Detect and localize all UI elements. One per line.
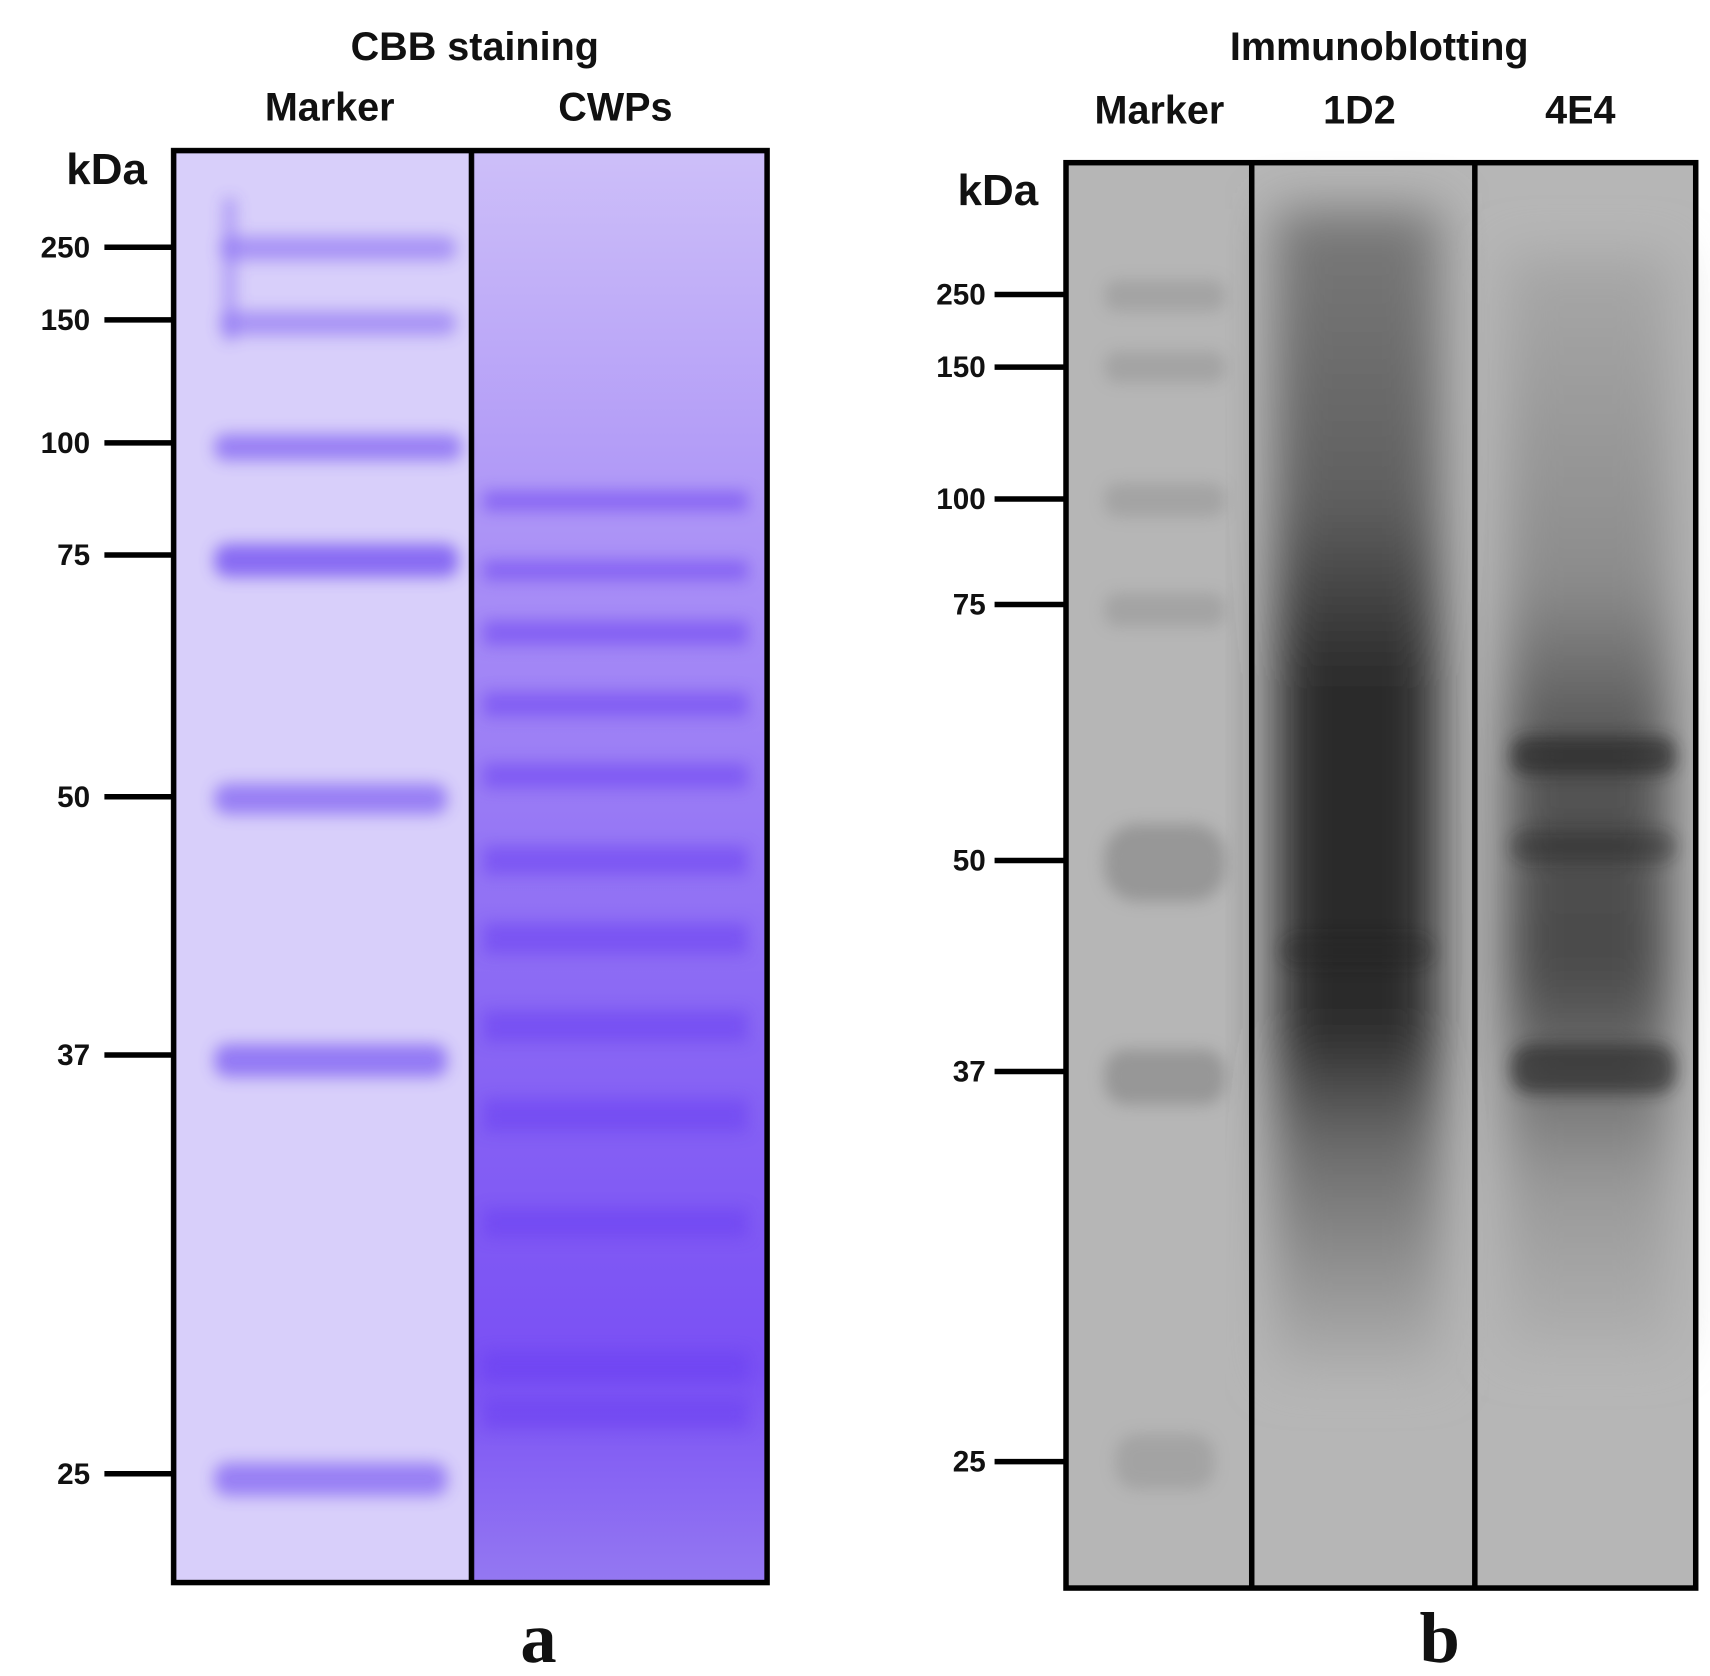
marker-label: 250	[41, 231, 90, 264]
gel-a	[170, 147, 770, 1586]
marker-label: 150	[41, 304, 90, 337]
marker-label: 250	[936, 279, 985, 312]
panel-title: CBB staining	[351, 25, 599, 69]
lane-label: Marker	[1095, 89, 1225, 133]
marker-label: 37	[953, 1056, 986, 1089]
marker-label: 37	[57, 1039, 90, 1072]
marker-label: 100	[41, 427, 90, 460]
lane-label: 1D2	[1323, 89, 1396, 133]
marker-label: 100	[936, 483, 985, 516]
marker-label: 50	[953, 845, 986, 878]
marker-label: 25	[57, 1458, 90, 1491]
panel-letter: b	[1419, 1597, 1459, 1676]
lane-label: 4E4	[1545, 89, 1615, 133]
lane-label: Marker	[265, 85, 395, 129]
unit-label: kDa	[958, 166, 1039, 215]
blot-b	[1063, 159, 1699, 1591]
marker-label: 25	[953, 1446, 986, 1479]
marker-label: 75	[57, 539, 90, 572]
lane-label: CWPs	[558, 85, 672, 129]
marker-label: 150	[936, 351, 985, 384]
panel-title: Immunoblotting	[1230, 25, 1529, 69]
unit-label: kDa	[66, 145, 147, 194]
panel-letter: a	[520, 1597, 556, 1676]
marker-label: 75	[953, 589, 986, 622]
marker-label: 50	[57, 781, 90, 814]
